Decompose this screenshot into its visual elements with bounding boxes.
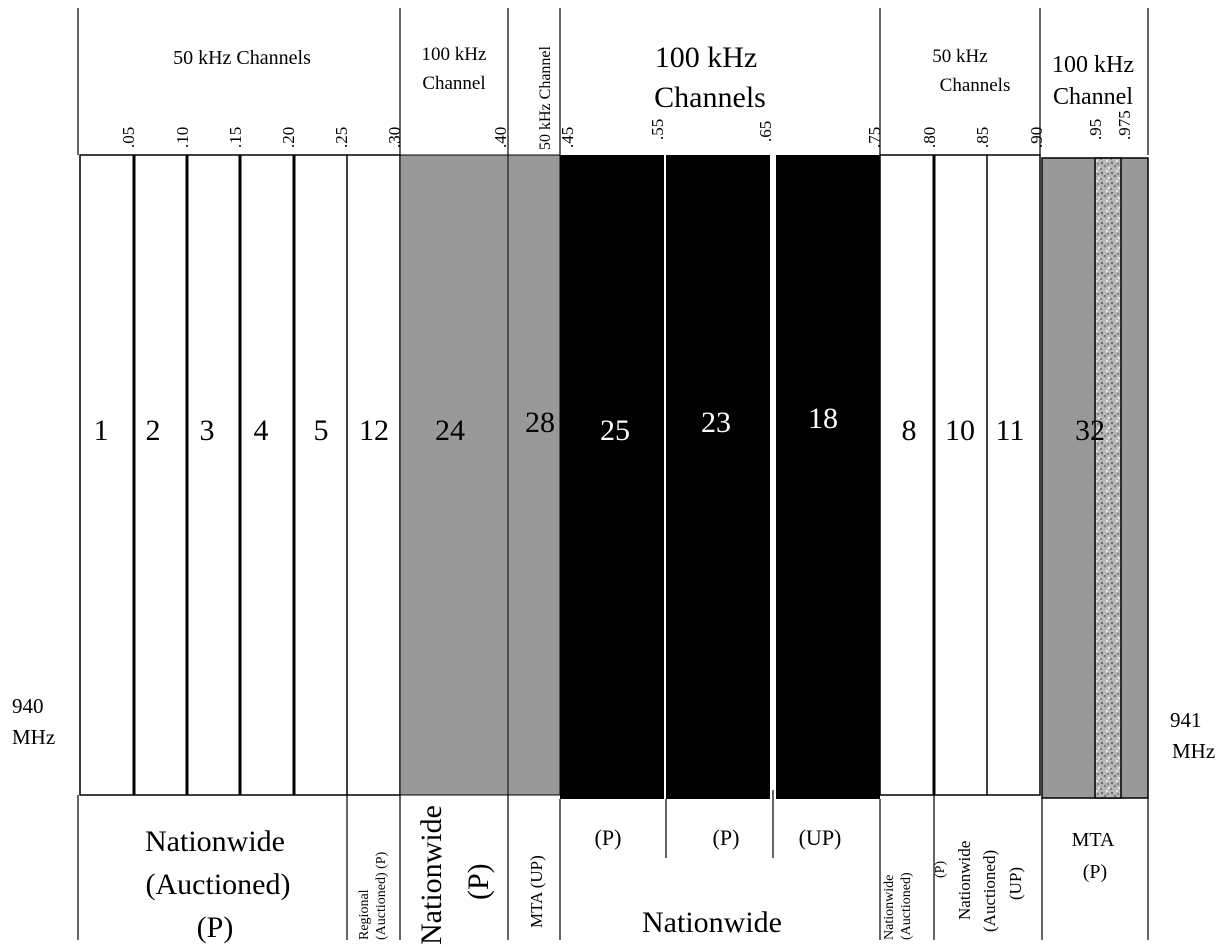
label-mta-p: MTA (1072, 829, 1115, 851)
label-nationwide-auctioned: Nationwide (145, 825, 285, 858)
channel-block-18 (776, 155, 880, 799)
tick-label: .45 (558, 127, 577, 148)
tick-label: .05 (119, 127, 138, 148)
group-header-100khz-channels: Channels (654, 81, 766, 114)
bottom-dividers (77, 790, 1149, 940)
label-up: (UP) (799, 825, 842, 850)
label-mta-p: (P) (1083, 861, 1107, 883)
tick-labels: .05 .10 .15 .20 .25 .30 .40 .45 .55 .65 … (119, 110, 1134, 148)
channel-number: 12 (359, 414, 389, 447)
channel-number: 11 (996, 414, 1025, 447)
channel-number: 1 (94, 414, 109, 447)
tick-label: .85 (973, 127, 992, 148)
label-regional-vertical: (Auctioned) (P) (374, 851, 389, 940)
channel-block-24 (399, 154, 509, 796)
group-header-100khz-channel: 100 kHz (422, 44, 487, 65)
channel-block-28 (507, 154, 561, 796)
left-edge-unit: MHz (12, 725, 55, 749)
group-header-50khz-channel-vertical: 50 kHz Channel (537, 45, 554, 150)
label-nationwide-auctioned: (P) (197, 911, 234, 944)
tick-label: .75 (865, 127, 884, 148)
label-nationwide-auctioned-up-vertical: (Auctioned) (980, 850, 999, 932)
tick-label: .40 (491, 127, 510, 148)
tick-label: .10 (173, 127, 192, 148)
channel-number: 10 (945, 414, 975, 447)
tick-label: .55 (648, 119, 667, 140)
channel-number: 3 (200, 414, 215, 447)
channel-number: 24 (435, 414, 465, 447)
label-nationwide-auctioned-vertical: Nationwide (882, 875, 897, 940)
label-nationwide-p-vertical: (P) (462, 863, 495, 900)
tick-label: .80 (920, 127, 939, 148)
tick-label: .30 (385, 127, 404, 148)
channel-numbers: 1 2 3 4 5 12 24 28 25 23 18 8 10 11 32 (94, 402, 1106, 447)
channel-block-25 (560, 155, 664, 799)
channel-number: 28 (525, 406, 555, 439)
label-nationwide: Nationwide (642, 906, 782, 939)
group-header-100khz-channel-right: Channel (1053, 84, 1133, 110)
right-edge-frequency: 941 (1170, 708, 1202, 732)
channel-blocks (79, 154, 1149, 799)
channel-number: 18 (808, 402, 838, 435)
label-nationwide-auctioned-vertical: (P) (933, 861, 948, 878)
label-mta-up-vertical: MTA (UP) (527, 855, 546, 928)
tick-label: .20 (279, 127, 298, 148)
channel-number: 23 (701, 406, 731, 439)
channel-number: 32 (1075, 414, 1105, 447)
label-nationwide-auctioned: (Auctioned) (146, 868, 291, 901)
left-edge-frequency: 940 (12, 694, 44, 718)
group-header-100khz-channel: Channel (422, 73, 485, 94)
channel-block-23 (666, 155, 770, 799)
channel-number: 8 (902, 414, 917, 447)
group-header-50khz-channels-right: 50 kHz (932, 46, 987, 67)
group-header-50khz-channels-right: Channels (940, 75, 1011, 96)
channel-number: 2 (146, 414, 161, 447)
tick-label: .15 (226, 127, 245, 148)
label-p: (P) (713, 825, 740, 850)
label-regional-vertical: Regional (357, 889, 372, 940)
group-header-50khz-channels: 50 kHz Channels (173, 47, 311, 69)
channel-number: 25 (600, 414, 630, 447)
tick-label: .95 (1086, 119, 1105, 140)
channel-number: 4 (254, 414, 269, 447)
label-nationwide-auctioned-up-vertical: Nationwide (955, 841, 974, 920)
group-header-100khz-channels: 100 kHz (655, 41, 757, 74)
right-edge-unit: MHz (1172, 739, 1215, 763)
tick-label: .65 (756, 121, 775, 142)
channel-number: 5 (314, 414, 329, 447)
label-nationwide-p-vertical: Nationwide (415, 805, 448, 945)
channel-group-white-right (879, 154, 1041, 796)
label-nationwide-auctioned-vertical: (Auctioned) (899, 872, 914, 940)
tick-label: .975 (1115, 110, 1134, 140)
group-header-100khz-channel-right: 100 kHz (1052, 52, 1134, 78)
tick-label: .25 (332, 127, 351, 148)
label-p: (P) (595, 825, 622, 850)
tick-label: .90 (1027, 127, 1046, 148)
guard-band-texture (1094, 157, 1122, 799)
label-nationwide-auctioned-up-vertical: (UP) (1006, 867, 1025, 900)
